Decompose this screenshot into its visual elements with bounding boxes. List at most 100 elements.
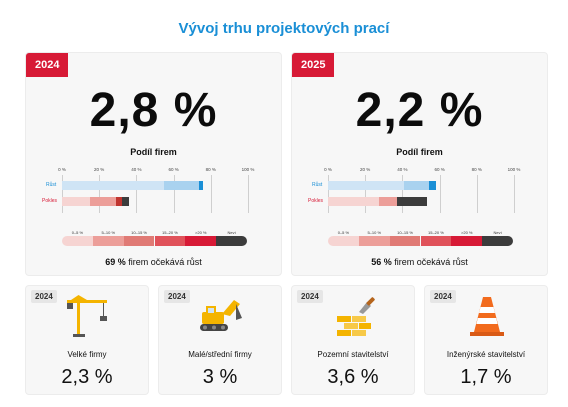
growth-label: Růst	[312, 182, 323, 188]
growth-decline-chart: 0 % 20 % 40 % 60 % 80 % 100 % Růst Pokles	[42, 167, 254, 215]
grid-line	[136, 175, 138, 213]
scale-segment	[92, 236, 124, 246]
kpi-card-building-construction: 2024 Pozemní stavitelství 3,6 %	[291, 285, 415, 395]
range-scale: 0–5 % 5–10 % 10–15 % 15–20 % >20 % Neví	[328, 230, 513, 248]
scale-label: 15–20 %	[428, 230, 444, 235]
scale-label: 0–5 %	[71, 230, 84, 235]
kpi-value: 2,3 %	[61, 366, 113, 388]
scale-segment	[328, 236, 359, 246]
panel-2024: 2024 2,8 % Podíl firem 0 % 20 % 40 % 60 % 80…	[25, 52, 282, 276]
grid-line	[514, 175, 515, 213]
tick-label: 20 %	[94, 167, 105, 172]
grid-line	[402, 175, 404, 213]
scale-label: 0–5 %	[337, 230, 350, 235]
kpi-value: 1,7 %	[460, 366, 512, 388]
year-badge: 2024	[297, 290, 323, 303]
tick-label: 0 %	[324, 167, 332, 172]
decline-label: Pokles	[42, 198, 58, 204]
scale-segment	[62, 236, 93, 246]
scale-label: 15–20 %	[162, 230, 178, 235]
tick-label: 60 %	[168, 167, 179, 172]
expectation-summary: 56 % firem očekává růst	[292, 257, 547, 267]
scale-label: Neví	[227, 230, 236, 235]
tick-label: 60 %	[434, 167, 445, 172]
share-value: 2,2 %	[355, 84, 484, 137]
tick-label: 80 %	[205, 167, 216, 172]
scale-segment	[216, 236, 247, 246]
kpi-label: Malé/střední firmy	[188, 350, 252, 359]
crane-icon	[67, 295, 107, 337]
traffic-cone-icon	[470, 297, 504, 336]
grid-line	[173, 175, 175, 213]
range-scale: 0–5 % 5–10 % 10–15 % 15–20 % >20 % Neví	[62, 230, 247, 248]
tick-label: 100 %	[241, 167, 255, 172]
scale-segment	[123, 236, 155, 246]
scale-label: 10–15 %	[131, 230, 147, 235]
kpi-card-small-medium-firms: 2024 Malé/střední firmy 3 %	[158, 285, 282, 395]
bar-segment	[403, 181, 430, 190]
summary-value: 69 %	[105, 257, 126, 267]
page-title: Vývoj trhu projektových prací	[178, 20, 390, 37]
kpi-value: 3,6 %	[327, 366, 379, 388]
tick-label: 40 %	[397, 167, 408, 172]
growth-bar	[62, 181, 204, 190]
scale-segment	[420, 236, 452, 246]
scale-segment	[358, 236, 390, 246]
grid-line	[365, 175, 367, 213]
grid-line	[248, 175, 249, 213]
growth-label: Růst	[46, 182, 57, 188]
grid-line	[62, 175, 63, 213]
scale-label: 5–10 %	[101, 230, 116, 235]
share-subtitle: Podíl firem	[130, 147, 177, 157]
bricks-trowel-icon	[337, 297, 375, 336]
kpi-label: Pozemní stavitelství	[317, 350, 389, 359]
year-badge: 2024	[164, 290, 190, 303]
scale-label: Neví	[493, 230, 502, 235]
tick-label: 20 %	[360, 167, 371, 172]
grid-line	[476, 175, 478, 213]
tick-label: 0 %	[58, 167, 66, 172]
scale-segment	[451, 236, 483, 246]
kpi-label: Inženýrské stavitelství	[446, 350, 526, 359]
bar-segment	[62, 197, 91, 206]
scale-segment	[185, 236, 217, 246]
tick-label: 100 %	[507, 167, 521, 172]
year-badge: 2024	[31, 290, 57, 303]
grid-line	[439, 175, 441, 213]
kpi-card-civil-engineering: 2024 Inženýrské stavitelství 1,7 %	[424, 285, 548, 395]
tick-label: 80 %	[471, 167, 482, 172]
scale-segment	[154, 236, 186, 246]
bar-segment	[397, 197, 427, 206]
expectation-summary: 69 % firem očekává růst	[26, 257, 281, 267]
bar-segment	[328, 181, 404, 190]
year-badge: 2025	[292, 53, 335, 77]
panel-2025: 2025 2,2 % Podíl firem 0 % 20 % 40 % 60 % 80…	[291, 52, 548, 276]
share-value: 2,8 %	[89, 84, 218, 137]
bar-segment	[199, 181, 204, 190]
summary-value: 56 %	[371, 257, 392, 267]
growth-bar	[328, 181, 436, 190]
kpi-label: Velké firmy	[67, 350, 107, 359]
bar-segment	[90, 197, 116, 206]
summary-text: firem očekává růst	[394, 257, 468, 267]
kpi-card-large-firms: 2024 Velké firmy 2,3 %	[25, 285, 149, 395]
decline-bar	[328, 197, 427, 206]
grid-line	[210, 175, 212, 213]
grid-line	[328, 175, 329, 213]
scale-label: >20 %	[461, 230, 473, 235]
year-badge: 2024	[26, 53, 69, 77]
scale-segment	[482, 236, 513, 246]
summary-text: firem očekává růst	[128, 257, 202, 267]
kpi-value: 3 %	[202, 366, 238, 388]
bar-segment	[62, 181, 164, 190]
scale-label: 5–10 %	[367, 230, 382, 235]
grid-line	[99, 175, 101, 213]
bar-segment	[122, 197, 129, 206]
year-badge: 2024	[430, 290, 456, 303]
growth-decline-chart: 0 % 20 % 40 % 60 % 80 % 100 % Růst Pokles	[308, 167, 520, 215]
bar-segment	[379, 197, 397, 206]
scale-segment	[389, 236, 421, 246]
decline-bar	[62, 197, 129, 206]
scale-label: >20 %	[195, 230, 207, 235]
bar-segment	[163, 181, 200, 190]
